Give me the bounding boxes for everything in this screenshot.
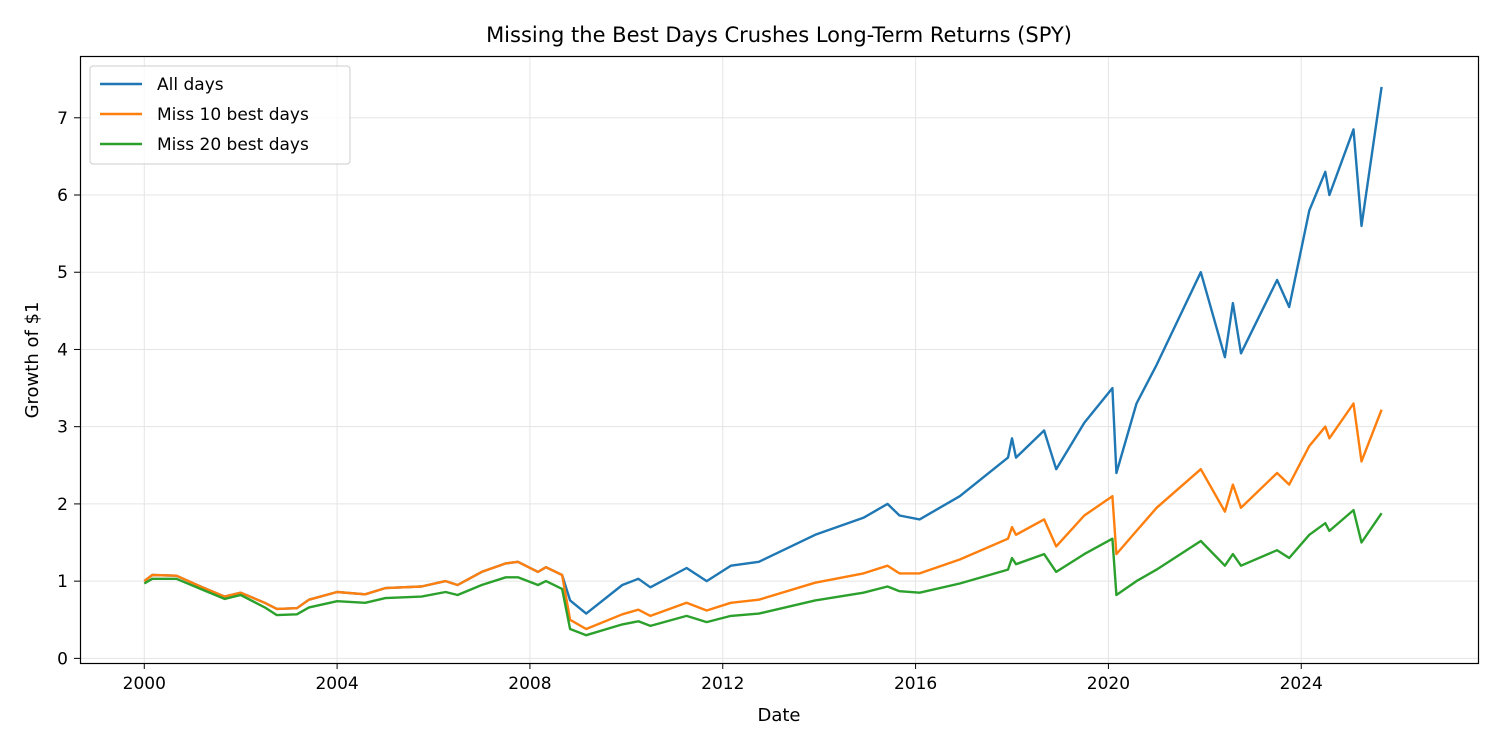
x-axis-label: Date xyxy=(757,705,800,726)
y-tick-label: 2 xyxy=(57,495,68,515)
chart-title: Missing the Best Days Crushes Long-Term … xyxy=(486,23,1072,47)
legend-label: All days xyxy=(157,75,224,95)
legend-label: Miss 20 best days xyxy=(157,135,309,155)
series-line-3 xyxy=(143,508,1383,637)
x-tick-label: 2008 xyxy=(508,674,551,694)
y-tick-label: 3 xyxy=(57,418,68,438)
legend: All days Miss 10 best days Miss 20 best da… xyxy=(89,65,351,165)
y-tick-label: 5 xyxy=(57,263,68,283)
y-axis: 0 1 2 3 4 5 6 7 xyxy=(57,109,80,669)
x-tick-label: 2004 xyxy=(315,674,358,694)
y-tick-label: 7 xyxy=(57,109,68,129)
x-axis: 2000 2004 2008 2012 2016 2020 2024 xyxy=(123,663,1323,694)
series-line-1 xyxy=(143,86,1383,615)
x-tick-label: 2000 xyxy=(123,674,166,694)
series-line-2 xyxy=(143,402,1383,631)
series-lines xyxy=(143,86,1383,637)
x-tick-label: 2024 xyxy=(1280,674,1323,694)
y-tick-label: 6 xyxy=(57,186,68,206)
y-tick-label: 4 xyxy=(57,340,68,360)
plot-frame xyxy=(79,55,1480,665)
y-tick-label: 1 xyxy=(57,572,68,592)
x-tick-label: 2020 xyxy=(1087,674,1130,694)
legend-box xyxy=(89,65,351,165)
y-tick-label: 0 xyxy=(57,649,68,669)
x-tick-label: 2016 xyxy=(894,674,937,694)
x-tick-label: 2012 xyxy=(701,674,744,694)
legend-label: Miss 10 best days xyxy=(157,105,309,125)
y-axis-label: Growth of $1 xyxy=(22,302,43,419)
